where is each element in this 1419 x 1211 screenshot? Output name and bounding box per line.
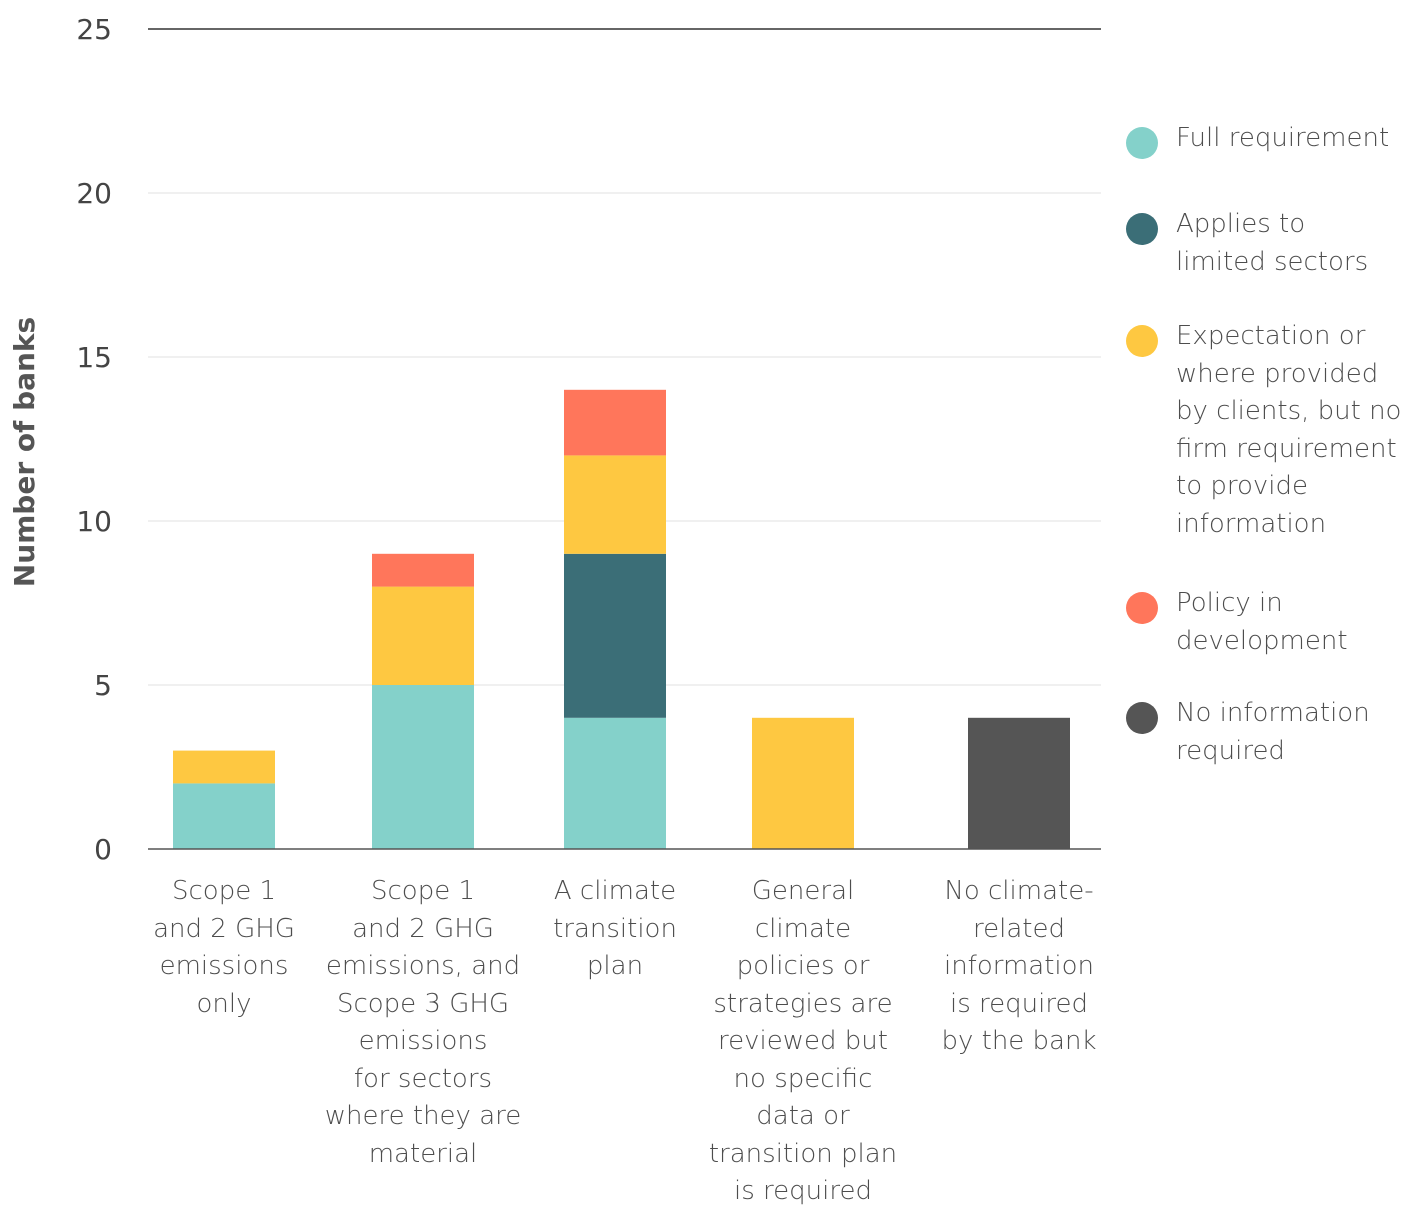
y-tick-label: 5 <box>94 669 112 702</box>
legend-label: Full requirement <box>1176 123 1390 153</box>
bar-segment <box>564 553 666 718</box>
y-axis-label: Number of banks <box>8 317 41 587</box>
bar-segment <box>968 717 1070 849</box>
legend-swatch <box>1126 592 1158 624</box>
y-tick-label: 0 <box>94 833 112 860</box>
bar-segment <box>564 455 666 554</box>
plot-area: 0 5 10 15 20 25 Number of banks <box>8 13 1101 860</box>
x-category-label: Scope 1 and 2 GHG emissions only <box>153 876 295 1019</box>
bar-segment <box>372 553 474 587</box>
bar-segment <box>564 389 666 456</box>
bar-segment <box>173 783 275 849</box>
bar-segment <box>372 685 474 849</box>
legend-swatch <box>1126 213 1158 245</box>
legend-label: Policy in development <box>1176 588 1348 656</box>
legend-swatch <box>1126 702 1158 734</box>
y-tick-label: 20 <box>76 177 112 210</box>
y-tick-label: 25 <box>76 13 112 46</box>
legend-label: Applies to limited sectors <box>1176 209 1369 277</box>
x-category-label: No climate- related information is requi… <box>941 876 1097 1056</box>
legend-label: Expectation or where provided by clients… <box>1176 321 1402 539</box>
legend-label: No information required <box>1176 698 1370 766</box>
bar-segment <box>372 586 474 685</box>
bar-segment <box>752 717 854 849</box>
x-category-label: A climate transition plan <box>553 876 677 981</box>
bar-segment <box>564 717 666 849</box>
x-category-label: Scope 1 and 2 GHG emissions, and Scope 3… <box>324 876 522 1169</box>
x-category-label: General climate policies or strategies a… <box>708 876 898 1206</box>
legend-swatch <box>1126 127 1158 159</box>
bar-segment <box>173 750 275 784</box>
y-tick-label: 15 <box>76 341 112 374</box>
y-tick-label: 10 <box>76 505 112 538</box>
legend-swatch <box>1126 325 1158 357</box>
